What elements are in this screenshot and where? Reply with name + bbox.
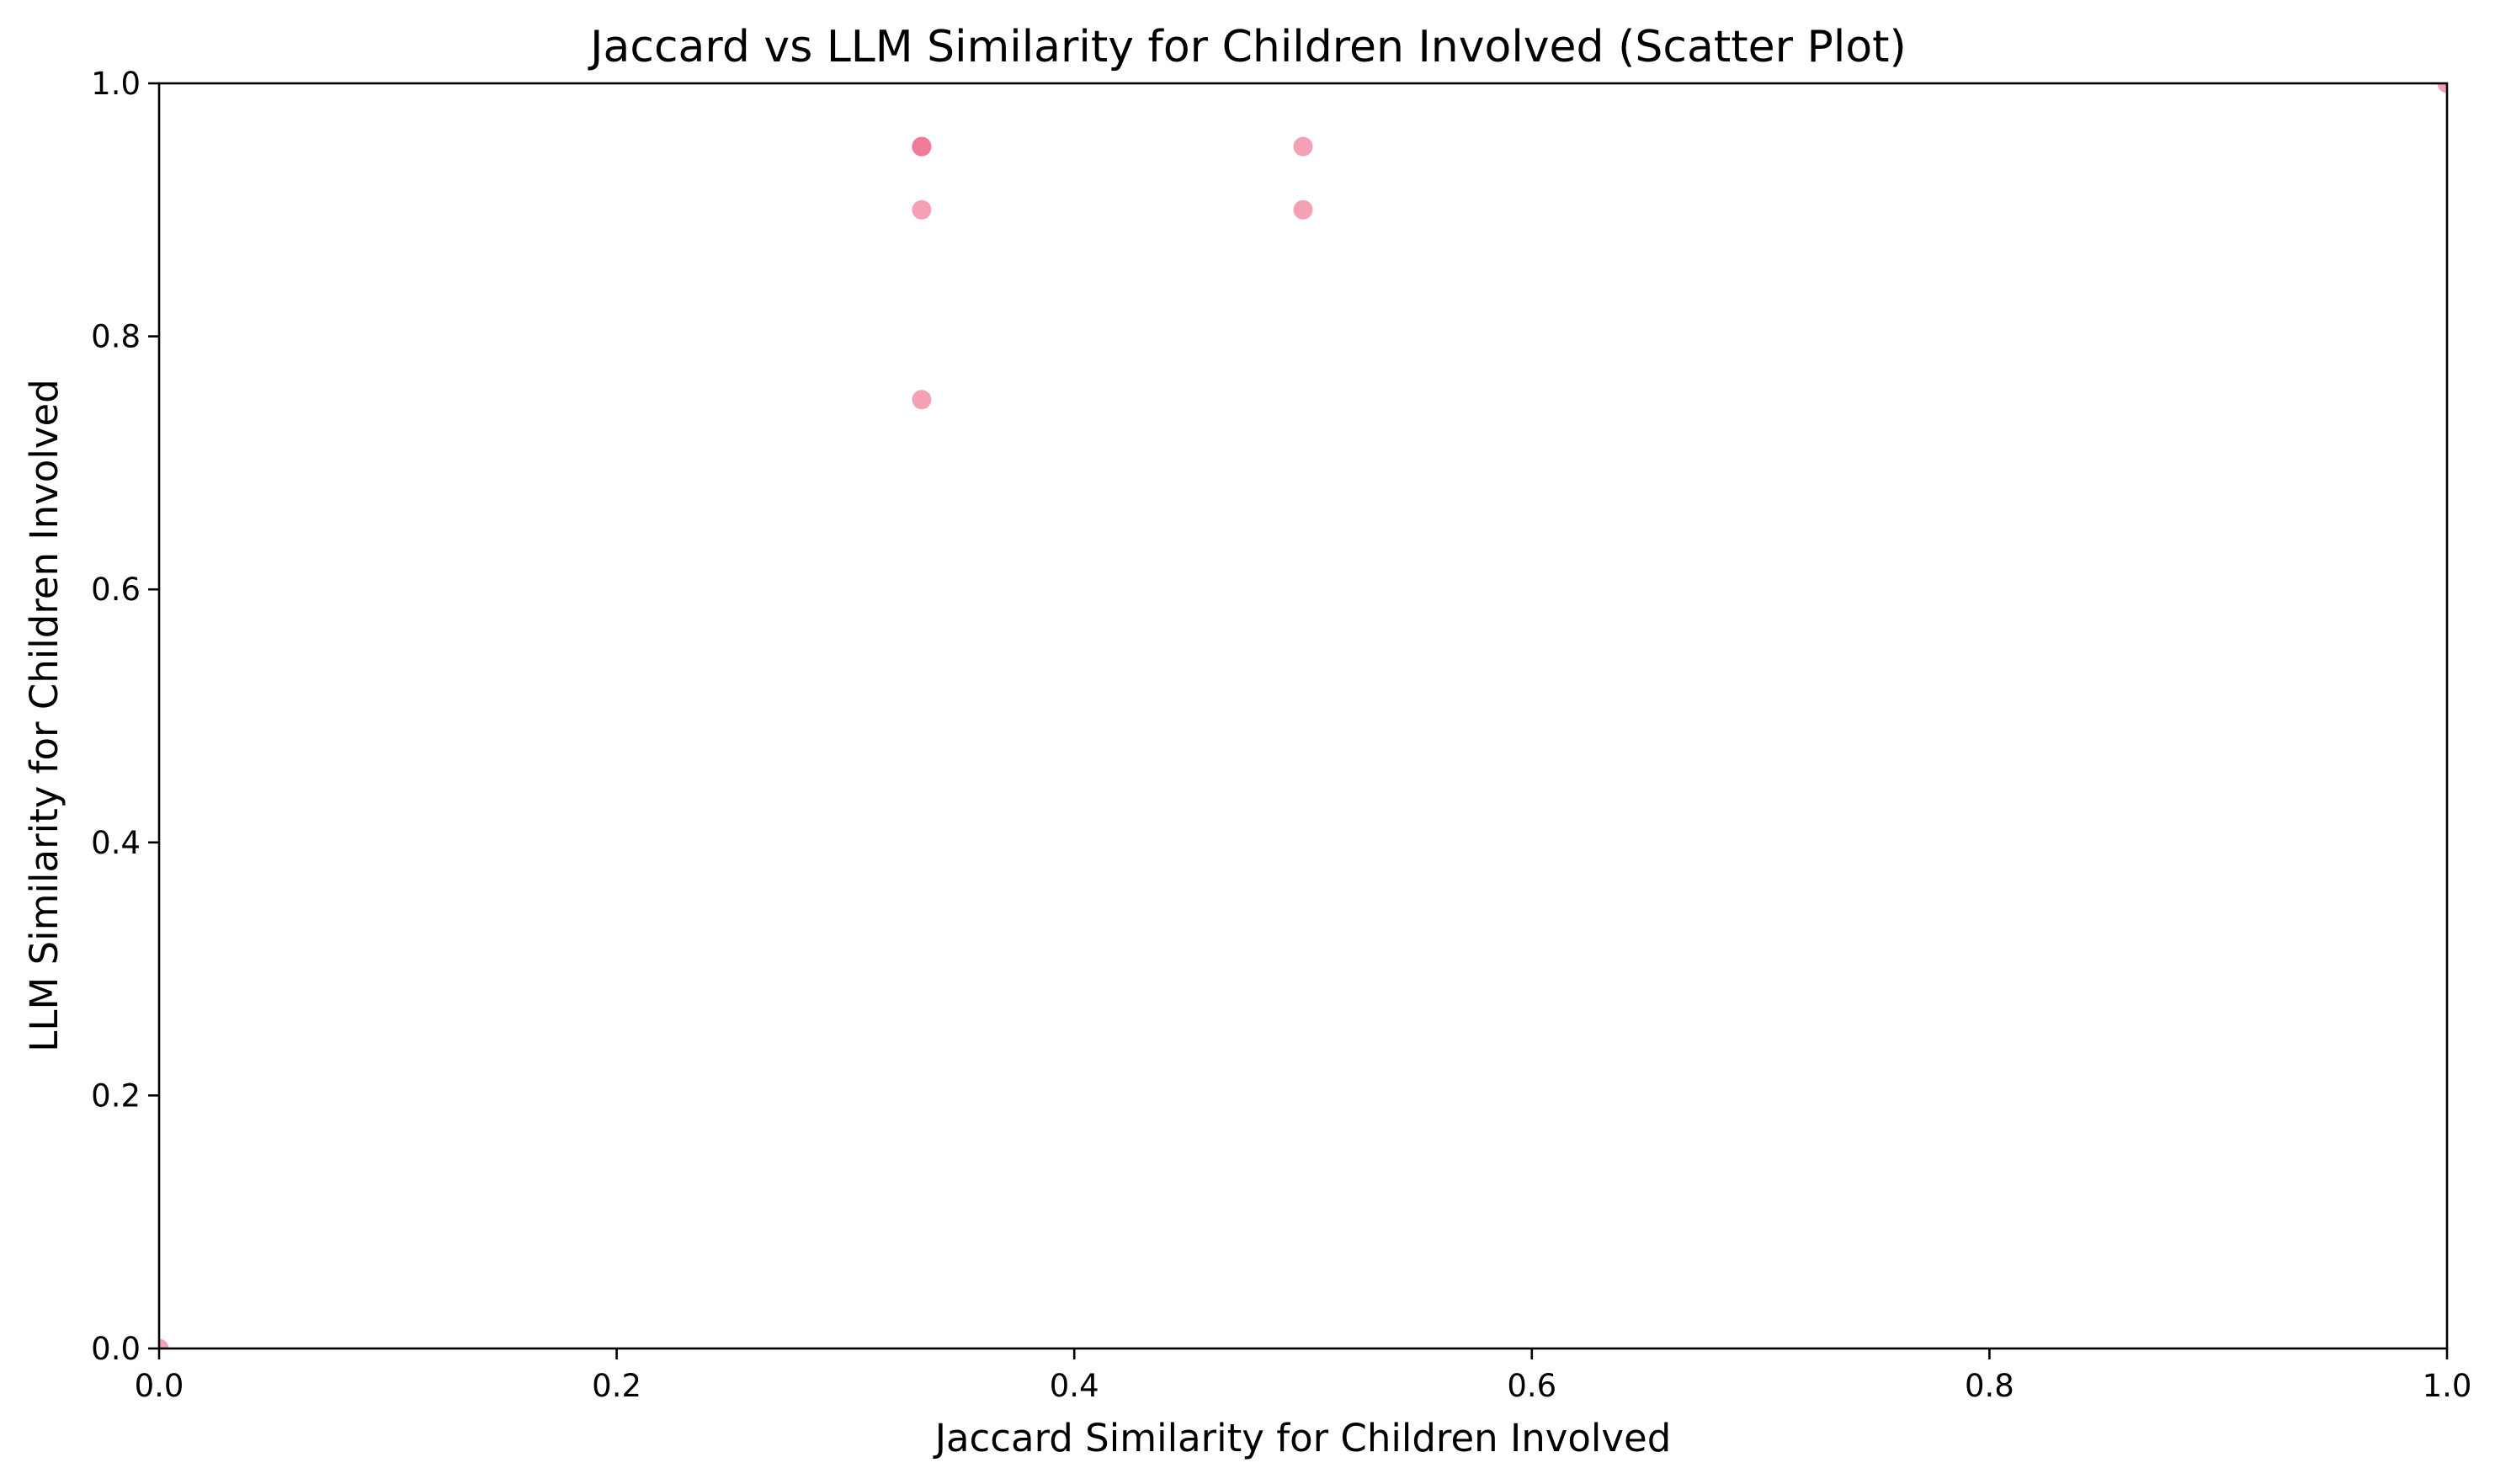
chart-title: Jaccard vs LLM Similarity for Children I… [588,22,1907,72]
x-tick-label: 0.8 [1965,1368,2014,1404]
x-tick-label: 1.0 [2423,1368,2472,1404]
scatter-point [1293,136,1313,157]
scatter-point [912,136,932,157]
x-tick-label: 0.4 [1050,1368,1099,1404]
x-axis-label: Jaccard Similarity for Children Involved [933,1416,1672,1460]
scatter-point [1293,199,1313,220]
plot-area [157,82,2449,1350]
y-tick-label: 0.8 [91,319,141,355]
y-axis-label: LLM Similarity for Children Involved [22,379,66,1051]
y-tick-label: 0.4 [91,825,141,861]
x-axis: 0.0 0.2 0.4 0.6 0.8 1.0 [135,1348,2472,1404]
y-axis: 0.0 0.2 0.4 0.6 0.8 1.0 [91,66,159,1367]
plot-frame [157,82,2449,1350]
x-tick-label: 0.2 [592,1368,641,1404]
y-tick-label: 0.0 [91,1331,141,1367]
y-tick-label: 0.6 [91,572,141,608]
scatter-point [159,1338,169,1348]
x-tick-label: 0.6 [1507,1368,1556,1404]
y-tick-label: 0.2 [91,1077,141,1114]
x-tick-label: 0.0 [135,1368,184,1404]
scatter-point [2437,83,2447,93]
scatter-point [912,390,932,410]
data-points [159,83,2447,1348]
y-tick-label: 1.0 [91,66,141,102]
scatter-point [912,199,932,220]
